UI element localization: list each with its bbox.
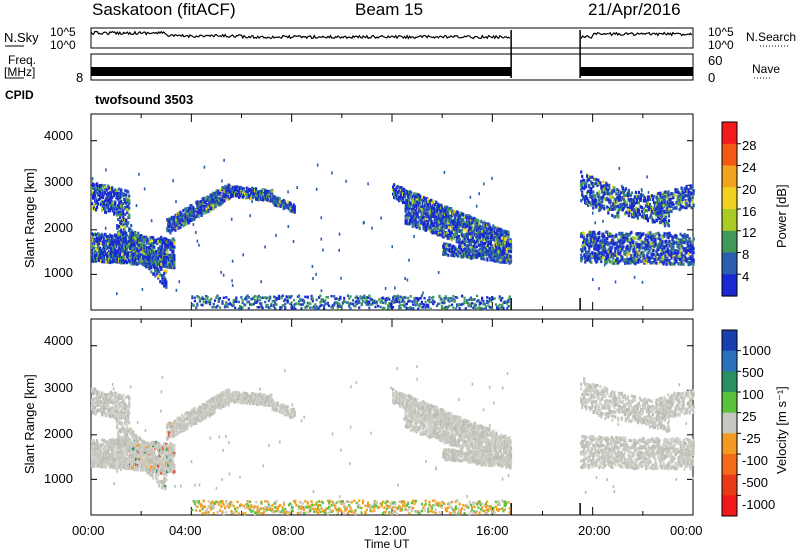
xtick-1200: 12:00 (374, 523, 407, 538)
velocity-legend-tick-m1000: -1000 (742, 497, 776, 512)
power-ytick-3000: 3000 (44, 174, 73, 189)
nsky-label: N.Sky (4, 30, 39, 45)
velocity-legend-tick-m100: -100 (742, 453, 769, 468)
nave-tick-bottom: 0 (708, 70, 716, 85)
velocity-legend-tick-1000: 1000 (742, 343, 771, 358)
xtick-0000: 00:00 (72, 523, 105, 538)
nave-block-1 (580, 67, 693, 76)
beam-title: Beam 15 (355, 0, 424, 19)
xtick-0800: 08:00 (272, 523, 305, 538)
velocity-swatch-0 (722, 330, 737, 352)
nsky-strip-frame (90, 27, 694, 49)
power-ytick-2000: 2000 (44, 220, 73, 235)
nsearch-tick-top: 10^5 (708, 25, 734, 39)
velocity-legend-tick-25: 25 (742, 409, 757, 424)
power-legend-tick-4: 4 (742, 269, 750, 284)
velocity-ytick-4000: 4000 (44, 333, 73, 348)
velocity-ytick-1000: 1000 (44, 471, 73, 486)
xaxis-label: Time UT (364, 537, 410, 551)
xtick-0400: 04:00 (169, 523, 202, 538)
freq-tick: 8 (76, 70, 84, 85)
power-legend-tick-28: 28 (742, 138, 757, 153)
nsky-trace (90, 30, 693, 40)
date-title: 21/Apr/2016 (588, 0, 681, 19)
nave-block-0 (91, 67, 512, 76)
velocity-ytick-2000: 2000 (44, 426, 73, 441)
power-legend-tick-20: 20 (742, 182, 757, 197)
velocity-colorbar-frame (721, 329, 738, 517)
velocity-legend-tick-m500: -500 (742, 475, 769, 490)
velocity-swatch-3 (722, 392, 737, 414)
nave-label: Nave (752, 62, 781, 76)
nave-tick-top: 60 (708, 53, 723, 68)
velocity-swatch-8 (722, 495, 737, 517)
velocity-ytick-3000: 3000 (44, 380, 73, 395)
xtick-2400: 00:00 (670, 523, 703, 538)
power-swatch-2 (722, 165, 737, 188)
velocity-swatch-4 (722, 412, 737, 434)
velocity-legend-tick-500: 500 (742, 365, 764, 380)
cpid-value: twofsound 3503 (95, 92, 194, 107)
nsky-tick-top: 10^5 (50, 25, 76, 39)
velocity-legend-tick-m25: -25 (742, 431, 761, 446)
station-title: Saskatoon (fitACF) (92, 0, 236, 19)
velocity-scatter (91, 365, 695, 516)
power-swatch-4 (722, 209, 737, 232)
power-swatch-3 (722, 187, 737, 210)
xtick-1600: 16:00 (476, 523, 509, 538)
power-swatch-6 (722, 252, 737, 275)
freq-label-2: [MHz] (4, 65, 36, 79)
nsearch-label: N.Search (746, 30, 797, 44)
nsky-tick-bottom: 10^0 (50, 38, 76, 52)
power-scatter (91, 158, 695, 311)
velocity-swatch-6 (722, 454, 737, 476)
velocity-swatch-2 (722, 371, 737, 393)
freq-label-1: Freq. (8, 53, 37, 67)
power-swatch-1 (722, 143, 737, 167)
power-legend-tick-12: 12 (742, 225, 757, 240)
power-legend-tick-16: 16 (742, 204, 757, 219)
velocity-swatch-1 (722, 350, 737, 372)
nsearch-tick-bottom: 10^0 (708, 38, 734, 52)
power-ytick-4000: 4000 (44, 128, 73, 143)
xtick-2000: 20:00 (578, 523, 611, 538)
power-legend-tick-24: 24 (742, 160, 757, 175)
power-swatch-0 (722, 122, 737, 145)
power-legend-tick-8: 8 (742, 247, 750, 262)
cpid-label: CPID (5, 88, 34, 102)
power-swatch-7 (722, 274, 737, 297)
velocity-swatch-7 (722, 474, 737, 496)
power-ytick-1000: 1000 (44, 265, 73, 280)
velocity-legend-tick-100: 100 (742, 387, 764, 402)
power-swatch-5 (722, 230, 737, 254)
velocity-swatch-5 (722, 433, 737, 455)
